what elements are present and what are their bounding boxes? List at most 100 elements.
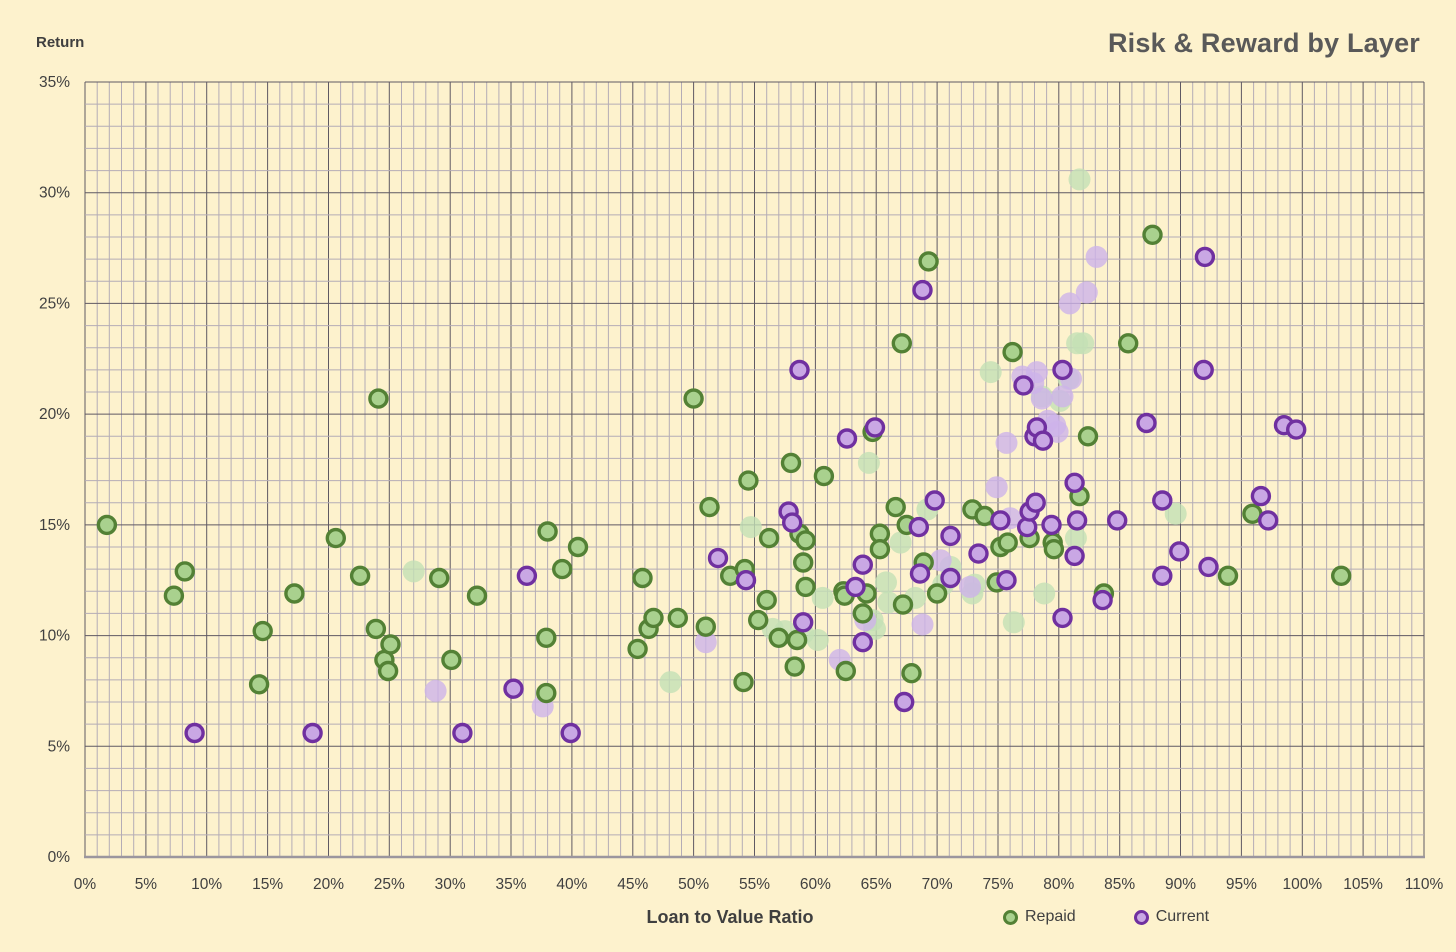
data-point [174,561,196,582]
data-point [429,567,450,589]
legend-item-current[interactable]: Current [1133,908,1210,926]
data-point [1064,472,1085,493]
data-point [1136,412,1157,434]
data-point [758,527,780,549]
data-point [643,607,664,629]
data-point [96,514,118,536]
data-point-faded [402,560,425,583]
data-point [466,585,488,606]
data-point [968,543,989,564]
data-point [836,428,858,449]
chart-title: Risk & Reward by Layer [1107,28,1420,58]
data-point [537,521,558,542]
data-point [738,470,759,491]
chart-legend: Repaid Current [1003,908,1209,926]
data-point [852,632,873,653]
data-point [891,333,912,354]
data-point [1169,541,1190,562]
svg-text:5%: 5% [135,876,158,893]
data-point [503,678,524,699]
data-point [627,638,648,660]
data-point [368,388,389,409]
data-point-faded [889,531,912,554]
data-point [835,660,856,682]
data-point [1194,246,1216,268]
data-point [864,417,886,438]
data-point [1052,607,1073,629]
data-point-faded [659,671,682,694]
data-point [1013,375,1034,396]
data-point [184,722,205,744]
data-point [1217,565,1239,586]
data-point [560,722,581,744]
data-point [795,530,816,551]
svg-text:50%: 50% [678,876,709,893]
data-point [918,251,939,272]
legend-label-current: Current [1155,908,1210,925]
data-point [793,552,814,573]
svg-text:60%: 60% [800,876,831,893]
data-point [940,525,961,547]
data-point [248,674,270,695]
data-point [756,589,777,611]
data-point [813,465,835,487]
data-point [325,527,346,549]
data-point [894,691,915,713]
data-point [735,570,757,591]
svg-text:40%: 40% [556,876,587,893]
data-point [1041,514,1062,536]
data-point-faded [929,549,952,572]
svg-text:105%: 105% [1343,876,1383,893]
data-point [683,388,704,409]
data-point [1198,556,1219,578]
svg-text:10%: 10% [39,628,70,645]
data-point [1077,426,1099,447]
data-point-faded [1002,611,1025,634]
data-point-faded [959,575,981,598]
data-point-faded [995,431,1018,454]
data-point [901,663,922,684]
data-point [1117,333,1139,354]
svg-text:5%: 5% [48,738,71,755]
data-point [912,279,933,301]
data-point-faded [985,476,1008,499]
data-point [699,496,720,518]
svg-text:35%: 35% [39,74,70,91]
data-point [1142,224,1163,246]
data-point [302,722,323,744]
svg-text:15%: 15% [252,876,283,893]
series-current-faded-layer [424,245,1108,718]
y-axis-label: Return [36,34,85,51]
data-point [1193,359,1214,381]
svg-text:75%: 75% [982,876,1013,893]
data-point-faded [857,451,880,474]
svg-text:15%: 15% [39,517,70,534]
svg-text:30%: 30% [435,876,466,893]
data-point [997,532,1018,553]
svg-text:35%: 35% [495,876,526,893]
current-marker-icon [1133,909,1149,925]
svg-text:85%: 85% [1104,876,1135,893]
data-point-faded [424,679,447,702]
data-point-faded [979,361,1002,384]
svg-text:70%: 70% [922,876,953,893]
data-point [377,660,399,682]
data-point [1052,359,1073,381]
data-point [990,510,1011,531]
data-point [908,516,929,538]
legend-item-repaid[interactable]: Repaid [1003,908,1076,926]
data-point [536,627,557,648]
data-point-faded [811,586,834,609]
data-point [786,629,808,651]
data-point-faded [806,629,829,651]
data-point [1092,589,1113,611]
data-point-faded [1085,245,1108,268]
data-point [940,567,961,589]
data-point [768,627,789,648]
svg-text:80%: 80% [1043,876,1074,893]
svg-text:55%: 55% [739,876,770,893]
repaid-marker-icon [1003,909,1018,925]
data-point [1025,492,1046,513]
data-point-faded [1051,385,1074,408]
svg-text:0%: 0% [74,876,97,893]
